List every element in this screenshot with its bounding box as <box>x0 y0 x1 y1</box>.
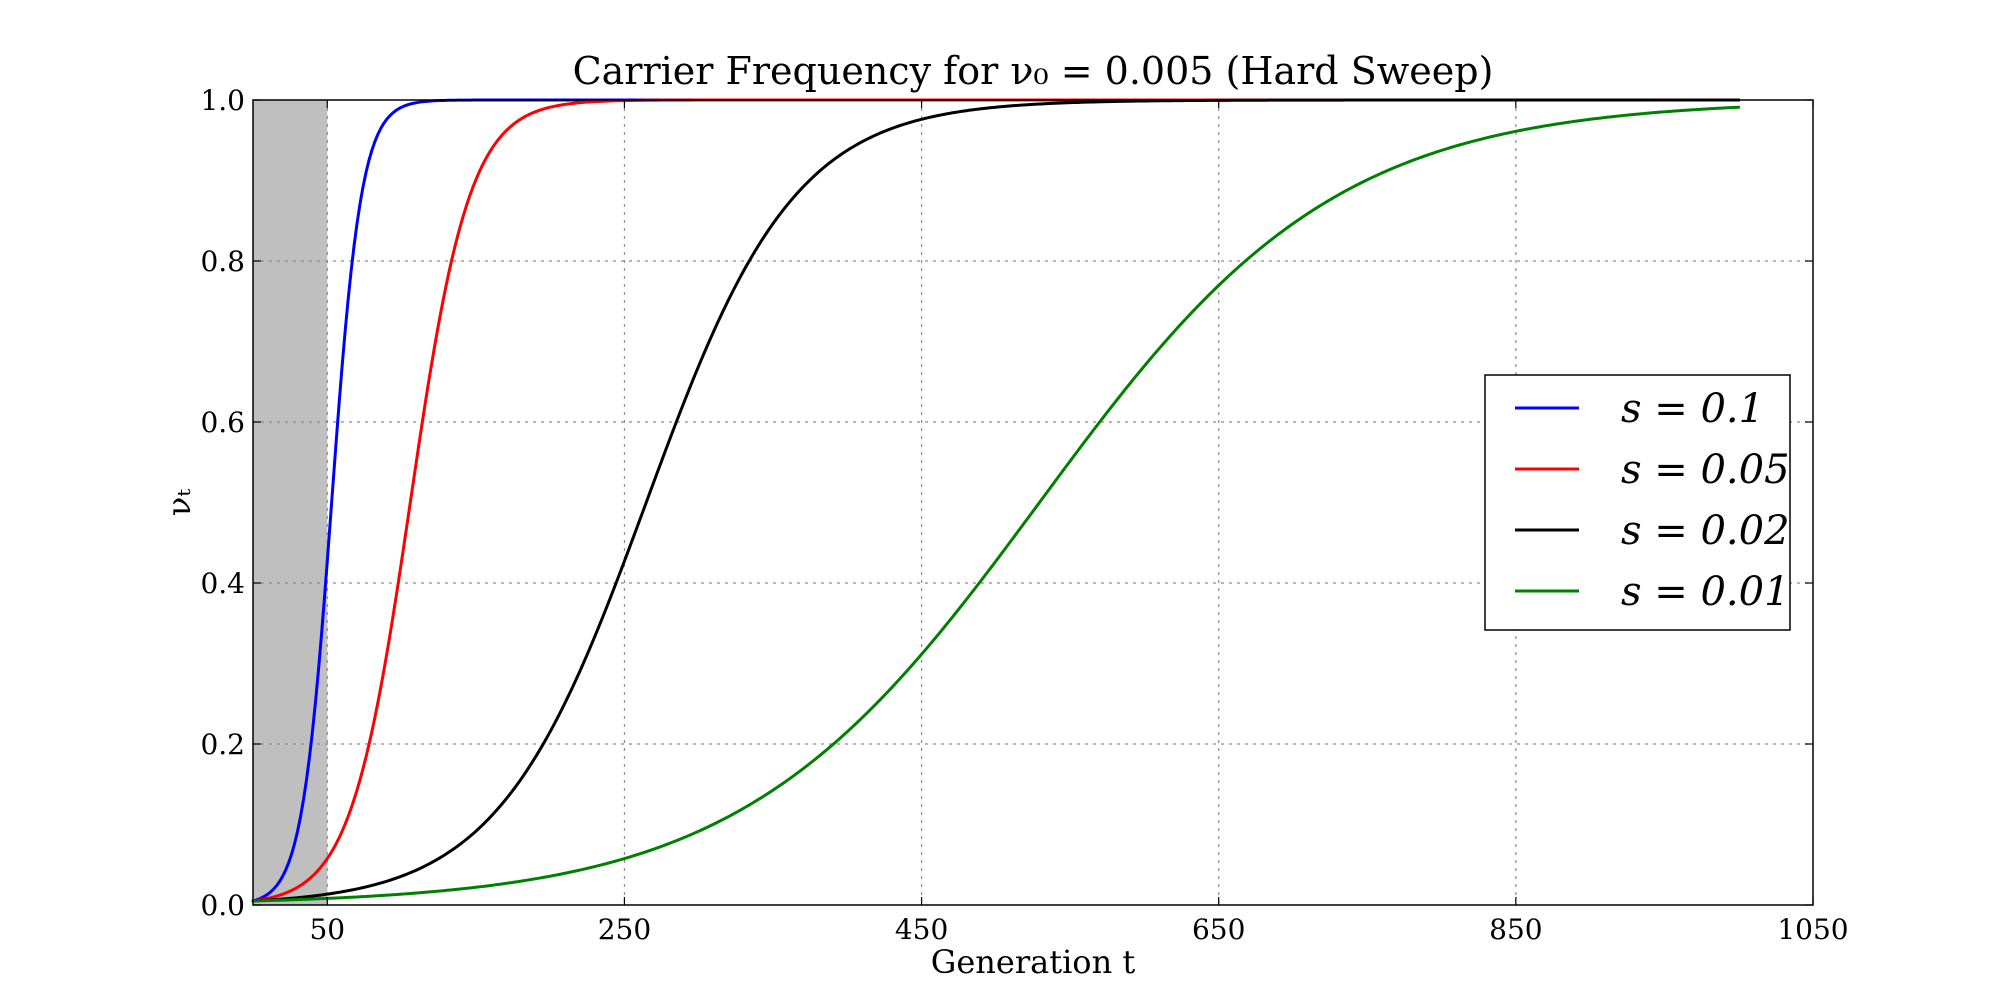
series-line-0-01 <box>251 105 1741 903</box>
ticks: 50 250 450 650 850 1050 0.0 0.2 0.4 0.6 0.8 1.0 <box>200 84 1848 946</box>
legend-label: s = 0.1 <box>1621 386 1764 432</box>
legend: s = 0.1 s = 0.05 s = 0.02 s = 0.01 <box>1484 374 1791 631</box>
legend-label: s = 0.05 <box>1621 447 1790 493</box>
y-tick-label: 0.2 <box>200 728 245 761</box>
legend-box <box>1484 374 1791 631</box>
chart-title: Carrier Frequency for ν₀ = 0.005 (Hard S… <box>573 49 1494 93</box>
x-tick-label: 850 <box>1489 913 1542 946</box>
x-tick-label: 50 <box>309 913 345 946</box>
y-axis-title: νₜ <box>160 489 198 516</box>
y-tick-label: 0.0 <box>200 889 245 922</box>
y-tick-label: 0.6 <box>200 406 245 439</box>
shaded-region <box>253 100 328 905</box>
legend-label: s = 0.02 <box>1621 508 1790 554</box>
legend-label: s = 0.01 <box>1621 569 1790 615</box>
y-tick-label: 1.0 <box>200 84 245 117</box>
x-tick-label: 650 <box>1192 913 1245 946</box>
x-tick-label: 250 <box>598 913 651 946</box>
y-tick-label: 0.4 <box>200 567 245 600</box>
x-tick-label: 450 <box>895 913 948 946</box>
x-tick-label: 1050 <box>1777 913 1848 946</box>
plot-frame <box>252 99 1814 906</box>
y-tick-label: 0.8 <box>200 245 245 278</box>
x-axis-title: Generation t <box>931 943 1136 981</box>
